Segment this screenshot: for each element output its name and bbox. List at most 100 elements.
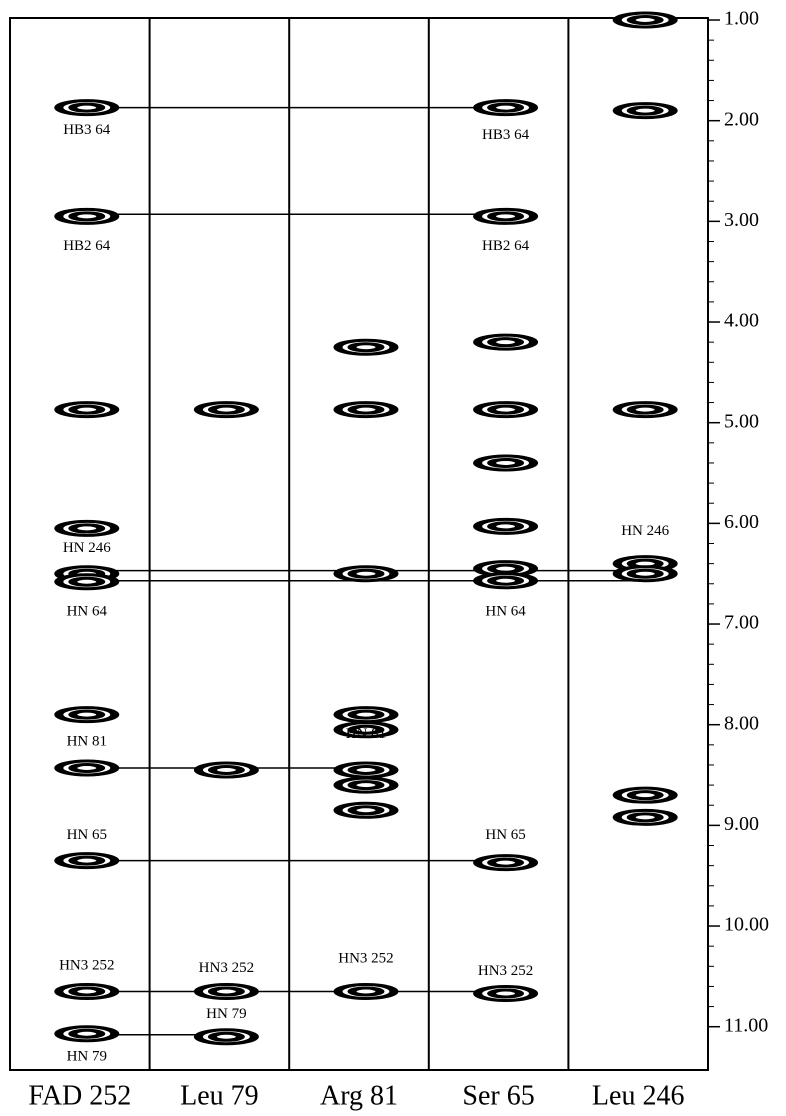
y-tick-label: 2.00 <box>724 108 759 130</box>
peak-annotation: HN 79 <box>67 1048 107 1064</box>
peak <box>612 401 678 419</box>
peak-annotation: HN 81 <box>346 726 386 742</box>
peak-annotation: HB3 64 <box>63 122 111 138</box>
peak-annotation: HN3 252 <box>338 951 393 967</box>
peak <box>612 102 678 120</box>
peak <box>54 759 120 777</box>
peak-contour <box>215 767 237 774</box>
strip-label: Leu 79 <box>180 1080 259 1111</box>
y-tick-label: 4.00 <box>724 310 759 332</box>
peak <box>473 572 539 590</box>
peak-annotation: HN 246 <box>63 540 111 556</box>
peak-annotation: HN 246 <box>621 523 669 539</box>
peak-contour <box>634 17 656 24</box>
peak-contour <box>495 406 517 413</box>
y-tick-label: 1.00 <box>724 8 759 30</box>
peak <box>54 401 120 419</box>
peak <box>54 99 120 117</box>
peak-contour <box>76 406 98 413</box>
peak-contour <box>215 988 237 995</box>
peak-contour <box>355 767 377 774</box>
peak <box>612 786 678 804</box>
peak <box>612 11 678 29</box>
peak <box>193 761 259 779</box>
y-tick-label: 8.00 <box>724 712 759 734</box>
strip-label: Leu 246 <box>592 1080 685 1111</box>
peak <box>54 852 120 870</box>
peak-contour <box>634 107 656 114</box>
peak-contour <box>76 525 98 532</box>
strip-label: Arg 81 <box>320 1080 398 1111</box>
peak-annotation: HN3 252 <box>199 960 254 976</box>
peak <box>473 454 539 472</box>
peak <box>612 565 678 583</box>
peak-contour <box>215 1033 237 1040</box>
peak-contour <box>495 565 517 572</box>
peak-annotation: HN 65 <box>485 827 525 843</box>
peak <box>54 706 120 724</box>
peak-annotation: HN3 252 <box>59 958 114 974</box>
peak <box>473 99 539 117</box>
peak <box>333 401 399 419</box>
peak-contour <box>634 814 656 821</box>
peak-annotation: HN3 252 <box>478 963 533 979</box>
peak-contour <box>495 459 517 466</box>
peak-contour <box>76 857 98 864</box>
peak-contour <box>355 782 377 789</box>
peak-contour <box>215 406 237 413</box>
y-tick-label: 6.00 <box>724 511 759 533</box>
peak-annotation: HB3 64 <box>482 127 530 143</box>
y-tick-label: 10.00 <box>724 914 769 936</box>
peak <box>473 854 539 872</box>
peak-contour <box>76 1030 98 1037</box>
peak <box>54 1025 120 1043</box>
peak-annotation: HN 64 <box>67 603 108 619</box>
peak <box>54 982 120 1000</box>
peak <box>54 207 120 225</box>
y-tick-label: 3.00 <box>724 209 759 231</box>
peak-contour <box>355 988 377 995</box>
peak-contour <box>76 988 98 995</box>
peak <box>193 1028 259 1046</box>
peak-contour <box>355 406 377 413</box>
peak <box>54 573 120 591</box>
peak-annotation: HB2 64 <box>63 238 111 254</box>
peak-contour <box>355 344 377 351</box>
peak <box>333 761 399 779</box>
peak <box>333 801 399 819</box>
peak <box>193 401 259 419</box>
peak <box>473 333 539 351</box>
peak <box>612 808 678 826</box>
peak-contour <box>495 339 517 346</box>
peak-contour <box>76 711 98 718</box>
peak <box>333 776 399 794</box>
y-tick-label: 9.00 <box>724 813 759 835</box>
peak-contour <box>76 764 98 771</box>
peak <box>193 982 259 1000</box>
peak-annotation: HN 79 <box>206 1006 246 1022</box>
y-tick-label: 11.00 <box>724 1014 768 1036</box>
peak <box>473 517 539 535</box>
peak-contour <box>495 213 517 220</box>
peak-contour <box>634 792 656 799</box>
peak <box>473 984 539 1002</box>
peak-contour <box>76 578 98 585</box>
peak-contour <box>634 406 656 413</box>
peak <box>333 982 399 1000</box>
peak-annotation: HB2 64 <box>482 238 530 254</box>
peak <box>333 721 399 739</box>
plot-frame <box>9 17 709 1071</box>
peak-contour <box>495 104 517 111</box>
peak <box>333 706 399 724</box>
peak-contour <box>634 570 656 577</box>
peak-contour <box>355 807 377 814</box>
peak <box>473 207 539 225</box>
peak-contour <box>355 726 377 733</box>
peak <box>333 565 399 583</box>
y-tick-label: 5.00 <box>724 410 759 432</box>
peak-contour <box>495 859 517 866</box>
peak-annotation: HN 65 <box>67 827 107 843</box>
peak-contour <box>76 213 98 220</box>
peak-contour <box>495 577 517 584</box>
